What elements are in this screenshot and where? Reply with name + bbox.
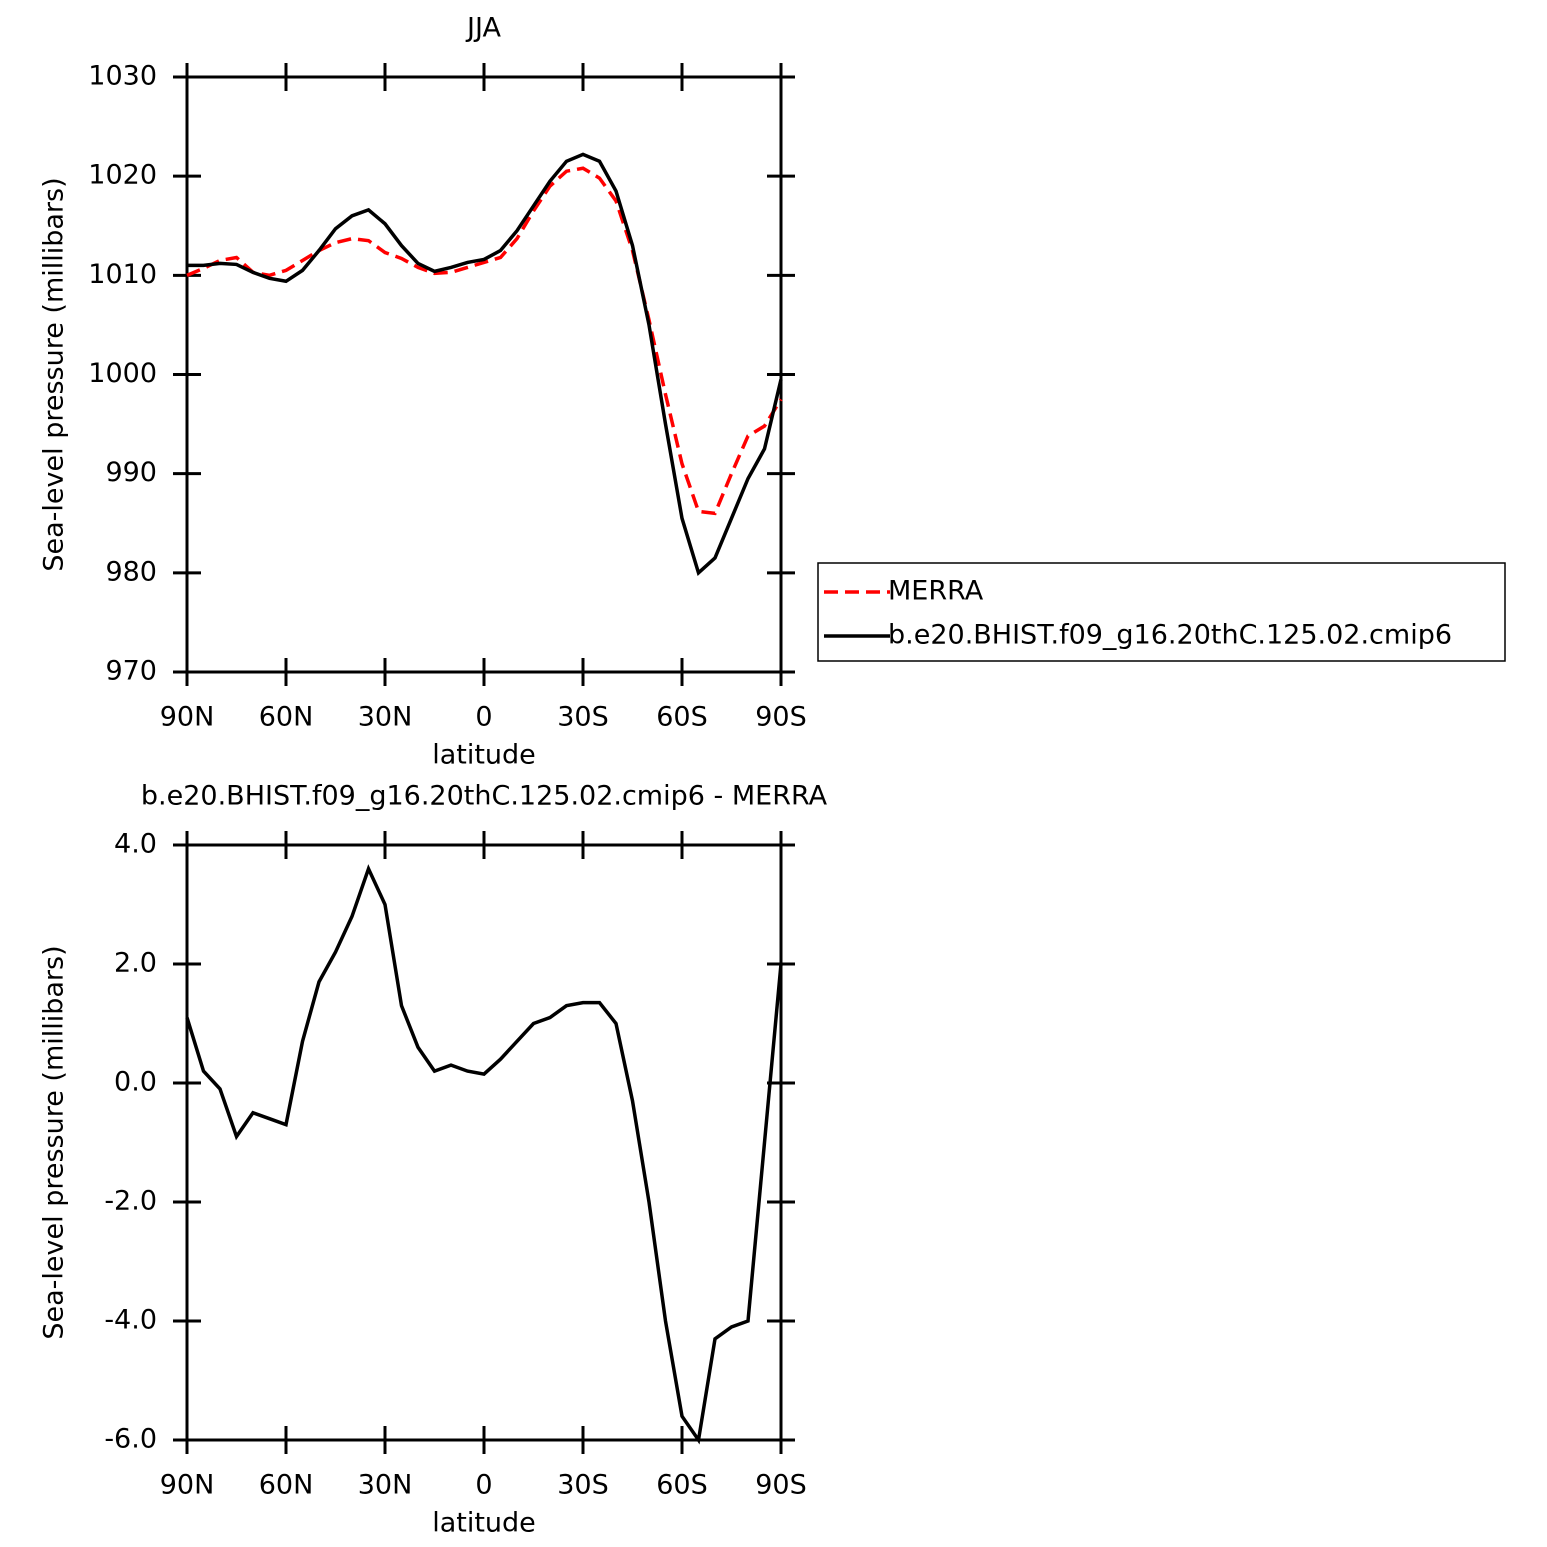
x-tick-label: 90S [755,1470,807,1501]
x-tick-label: 30N [358,1470,413,1501]
y-tick-label: 1030 [88,61,157,92]
y-tick-label: 4.0 [114,829,157,860]
y-tick-label: 970 [105,656,157,687]
data-line [186,166,783,516]
y-tick-label: -6.0 [104,1424,157,1455]
x-tick-label: 90S [755,702,807,733]
y-tick-label: 980 [105,556,157,587]
plot-frame [185,75,783,674]
x-tick-label: 30S [557,1470,609,1501]
data-line [185,864,783,1445]
x-tick-label: 60N [259,1470,314,1501]
y-tick-label: 1000 [88,358,157,389]
x-axis-label: latitude [432,740,536,771]
x-tick-label: 0 [475,702,492,733]
x-axis-label: latitude [432,1508,536,1539]
x-tick-label: 90N [160,702,215,733]
x-tick-label: 0 [475,1470,492,1501]
y-tick-label: -2.0 [104,1186,157,1217]
y-tick-label: -4.0 [104,1305,157,1336]
x-tick-label: 30S [557,702,609,733]
x-tick-label: 90N [160,1470,215,1501]
legend-label: MERRA [888,576,984,607]
plot-frame [185,843,783,1442]
y-tick-label: 2.0 [114,948,157,979]
x-tick-label: 60S [656,702,708,733]
x-tick-label: 60N [259,702,314,733]
y-tick-label: 1010 [88,259,157,290]
legend-label: b.e20.BHIST.f09_g16.20thC.125.02.cmip6 [888,620,1452,651]
data-line [187,152,783,576]
y-tick-label: 0.0 [114,1067,157,1098]
y-tick-label: 1020 [88,160,157,191]
x-tick-label: 60S [656,1470,708,1501]
chart-title: JJA [465,13,501,44]
x-tick-label: 30N [358,702,413,733]
chart-title: b.e20.BHIST.f09_g16.20thC.125.02.cmip6 -… [141,781,828,812]
y-axis-label: Sea-level pressure (millibars) [39,177,70,571]
y-tick-label: 990 [105,457,157,488]
y-axis-label: Sea-level pressure (millibars) [39,945,70,1339]
legend-box [817,562,1506,662]
